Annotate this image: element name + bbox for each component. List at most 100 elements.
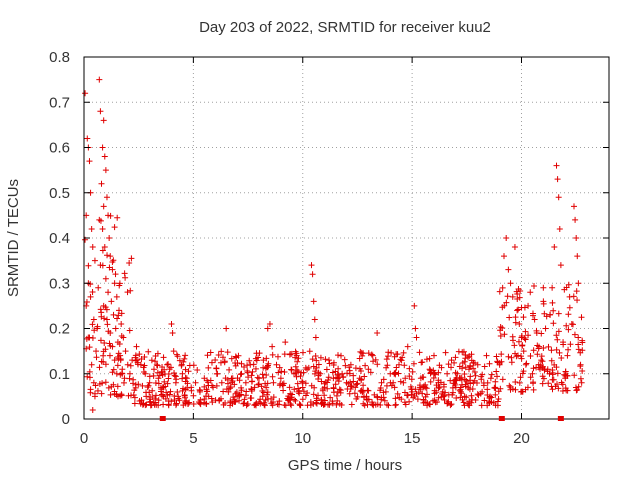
data-point (107, 330, 114, 337)
data-point (142, 370, 149, 377)
data-point (503, 235, 510, 241)
data-point (201, 375, 208, 382)
data-point (431, 352, 437, 359)
data-point-density (374, 361, 381, 368)
x-tick-label: 20 (513, 430, 530, 447)
data-point-density (579, 367, 586, 374)
data-point-density (84, 373, 91, 380)
data-point-density (111, 390, 118, 397)
data-point (251, 384, 258, 391)
data-point-density (128, 255, 135, 262)
data-point-density (182, 386, 189, 393)
data-point (164, 361, 171, 368)
data-point (122, 348, 129, 355)
data-point-density (501, 331, 508, 338)
data-point-density (522, 336, 529, 343)
data-point-density (101, 339, 108, 346)
data-point-density (138, 355, 145, 362)
data-point-density (520, 314, 527, 321)
y-axis-label: SRMTID / TECUs (5, 179, 22, 297)
data-point-density (512, 350, 519, 357)
data-point-density (513, 353, 520, 360)
data-point (91, 393, 98, 400)
data-point (382, 388, 389, 395)
data-point-density (109, 369, 116, 376)
data-point (234, 393, 241, 400)
x-axis-markers (159, 416, 564, 421)
data-point-density (310, 363, 317, 370)
data-point-density (461, 358, 468, 365)
data-point-density (228, 379, 235, 386)
data-point-density (462, 364, 469, 371)
data-point-density (260, 389, 267, 396)
data-point-density (468, 357, 475, 364)
data-point-density (515, 306, 522, 313)
data-point (256, 375, 262, 382)
data-point-density (181, 392, 188, 399)
data-point-density (420, 383, 427, 390)
data-point-density (318, 378, 325, 385)
data-point (89, 244, 96, 251)
data-point-density (531, 282, 538, 289)
data-point-density (201, 396, 208, 403)
data-point-density (167, 388, 174, 395)
data-point-density (555, 310, 562, 317)
data-point-density (149, 394, 156, 401)
data-point-density (244, 401, 251, 408)
data-point (238, 370, 245, 377)
data-point-density (497, 385, 504, 392)
data-point-density (423, 356, 430, 363)
data-point (422, 384, 429, 391)
data-point-density (360, 382, 367, 389)
data-point-density (323, 366, 330, 373)
data-point-density (89, 289, 96, 296)
data-point-density (114, 362, 121, 369)
data-point-density (85, 262, 92, 269)
data-point-density (287, 401, 294, 408)
data-point-density (459, 396, 466, 403)
data-point-density (573, 288, 580, 295)
data-point-density (292, 363, 299, 370)
data-point-density (549, 376, 556, 383)
data-point (110, 311, 117, 318)
data-point-density (232, 359, 239, 366)
data-point-density (499, 304, 506, 311)
x-tick-label: 5 (189, 430, 197, 447)
data-point-density (246, 357, 253, 364)
data-point-density (333, 392, 340, 399)
data-point-density (403, 392, 410, 399)
data-point-density (232, 390, 239, 397)
data-point-density (213, 382, 220, 389)
data-point-density (575, 334, 582, 341)
data-point-density (507, 386, 514, 393)
data-point (339, 370, 346, 377)
data-point-density (457, 388, 464, 395)
data-point (84, 135, 91, 142)
data-point-density (155, 402, 162, 409)
data-point-density (451, 377, 458, 384)
data-point-density (259, 371, 266, 378)
data-point (452, 384, 459, 391)
data-point-density (160, 401, 167, 408)
data-point-density (241, 364, 248, 371)
data-point-density (466, 353, 473, 360)
data-point (103, 194, 110, 201)
data-point-density (406, 365, 413, 372)
data-point (527, 289, 534, 296)
data-point (87, 293, 94, 300)
data-point-density (388, 349, 395, 356)
data-point-density (478, 402, 485, 409)
data-point-density (107, 391, 114, 398)
data-point (470, 379, 477, 386)
data-point (457, 375, 464, 382)
data-point (435, 379, 442, 386)
data-point (525, 302, 532, 309)
data-point-density (491, 384, 498, 391)
data-point-density (190, 400, 197, 407)
data-point-density (325, 374, 332, 381)
x-tick-label: 10 (294, 430, 311, 447)
data-point-density (535, 364, 542, 371)
data-point (492, 384, 499, 391)
data-point-density (408, 376, 415, 383)
data-point-density (391, 353, 398, 360)
